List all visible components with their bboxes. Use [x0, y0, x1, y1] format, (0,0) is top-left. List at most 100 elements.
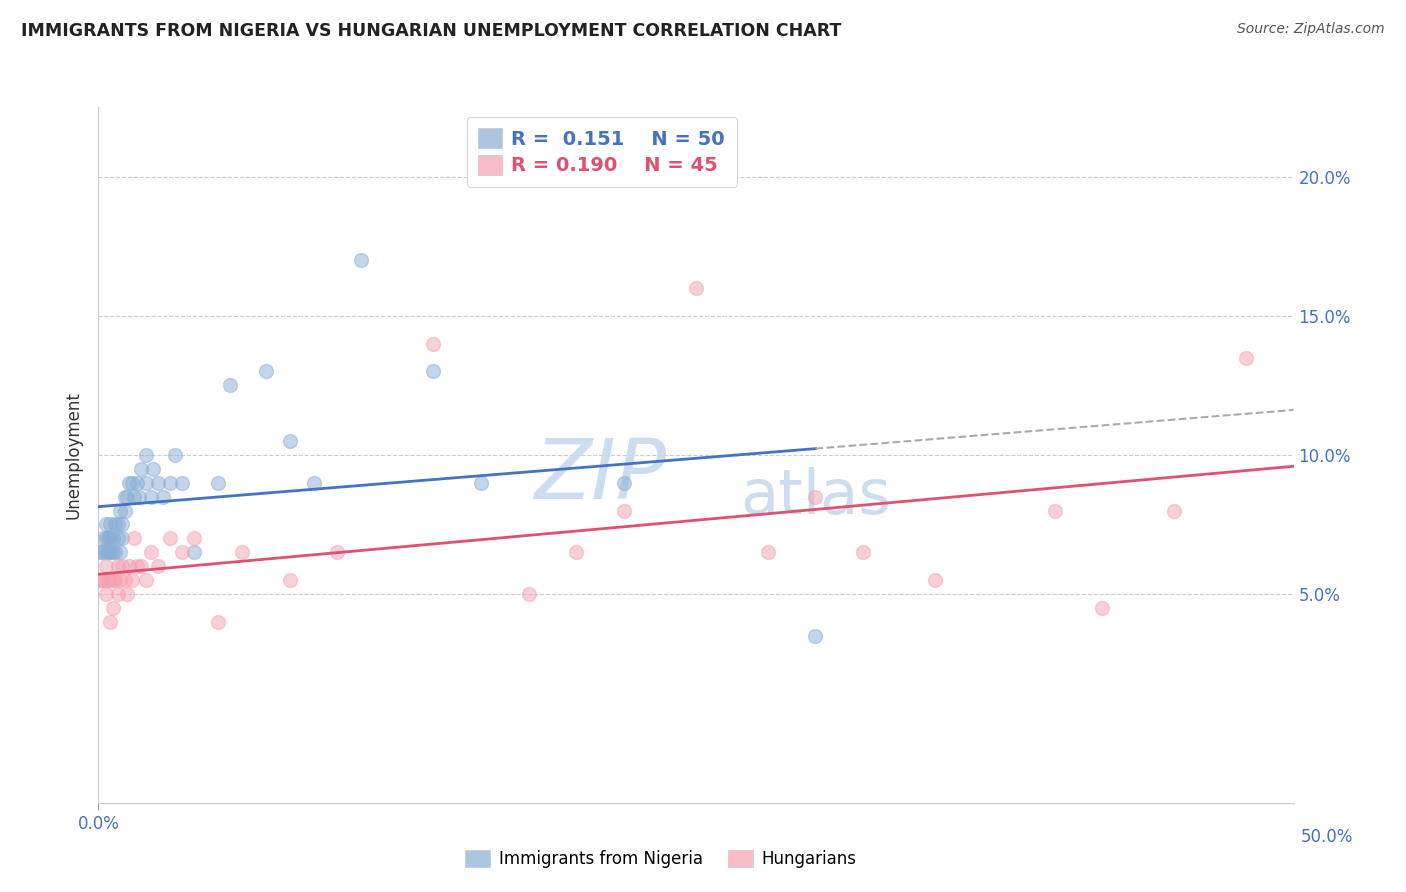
- Point: [111, 517, 134, 532]
- Point: [98, 532, 122, 546]
- Point: [124, 532, 146, 546]
- Point: [1163, 503, 1185, 517]
- Point: [125, 559, 148, 574]
- Point: [124, 490, 146, 504]
- Point: [101, 545, 124, 559]
- Point: [104, 573, 127, 587]
- Point: [470, 475, 492, 490]
- Point: [107, 559, 129, 574]
- Point: [422, 364, 444, 378]
- Point: [121, 573, 143, 587]
- Point: [107, 517, 129, 532]
- Point: [219, 378, 242, 392]
- Point: [302, 475, 325, 490]
- Point: [111, 532, 134, 546]
- Point: [128, 490, 150, 504]
- Point: [135, 475, 157, 490]
- Point: [207, 615, 229, 629]
- Point: [118, 475, 141, 490]
- Point: [107, 532, 129, 546]
- Point: [139, 545, 162, 559]
- Point: [139, 490, 162, 504]
- Point: [148, 475, 170, 490]
- Point: [91, 532, 114, 546]
- Point: [804, 629, 827, 643]
- Point: [422, 336, 444, 351]
- Point: [97, 532, 120, 546]
- Point: [326, 545, 349, 559]
- Point: [135, 573, 157, 587]
- Legend: R =  0.151    N = 50, R = 0.190    N = 45: R = 0.151 N = 50, R = 0.190 N = 45: [467, 117, 737, 187]
- Point: [108, 503, 131, 517]
- Point: [163, 448, 186, 462]
- Point: [278, 573, 301, 587]
- Point: [1043, 503, 1066, 517]
- Point: [108, 545, 131, 559]
- Point: [207, 475, 229, 490]
- Point: [231, 545, 253, 559]
- Point: [152, 490, 174, 504]
- Point: [107, 587, 129, 601]
- Point: [94, 559, 117, 574]
- Point: [254, 364, 277, 378]
- Point: [517, 587, 540, 601]
- Point: [115, 587, 138, 601]
- Point: [121, 475, 143, 490]
- Point: [90, 573, 112, 587]
- Point: [118, 559, 141, 574]
- Text: atlas: atlas: [740, 467, 891, 526]
- Point: [159, 475, 181, 490]
- Point: [90, 573, 112, 587]
- Point: [1234, 351, 1257, 365]
- Point: [924, 573, 946, 587]
- Point: [804, 490, 827, 504]
- Point: [98, 545, 122, 559]
- Point: [98, 573, 122, 587]
- Point: [131, 559, 153, 574]
- Point: [565, 545, 588, 559]
- Point: [97, 573, 120, 587]
- Text: IMMIGRANTS FROM NIGERIA VS HUNGARIAN UNEMPLOYMENT CORRELATION CHART: IMMIGRANTS FROM NIGERIA VS HUNGARIAN UNE…: [21, 22, 841, 40]
- Point: [852, 545, 875, 559]
- Point: [142, 462, 165, 476]
- Point: [1091, 601, 1114, 615]
- Point: [131, 462, 153, 476]
- Point: [97, 545, 120, 559]
- Point: [108, 573, 131, 587]
- Point: [172, 545, 194, 559]
- Point: [90, 545, 112, 559]
- Point: [613, 503, 636, 517]
- Point: [104, 545, 127, 559]
- Point: [350, 253, 373, 268]
- Text: 50.0%: 50.0%: [1301, 828, 1353, 846]
- Text: Source: ZipAtlas.com: Source: ZipAtlas.com: [1237, 22, 1385, 37]
- Point: [114, 490, 136, 504]
- Point: [114, 573, 136, 587]
- Point: [183, 532, 205, 546]
- Point: [183, 545, 205, 559]
- Point: [90, 545, 112, 559]
- Point: [98, 615, 122, 629]
- Point: [94, 532, 117, 546]
- Text: ZIP: ZIP: [534, 435, 666, 516]
- Point: [148, 559, 170, 574]
- Point: [104, 517, 127, 532]
- Y-axis label: Unemployment: Unemployment: [65, 391, 83, 519]
- Point: [94, 545, 117, 559]
- Point: [685, 281, 707, 295]
- Point: [101, 573, 124, 587]
- Point: [101, 532, 124, 546]
- Point: [135, 448, 157, 462]
- Legend: Immigrants from Nigeria, Hungarians: Immigrants from Nigeria, Hungarians: [458, 843, 863, 875]
- Point: [278, 434, 301, 448]
- Point: [756, 545, 779, 559]
- Point: [114, 503, 136, 517]
- Point: [115, 490, 138, 504]
- Point: [613, 475, 636, 490]
- Point: [94, 517, 117, 532]
- Point: [101, 601, 124, 615]
- Point: [98, 517, 122, 532]
- Point: [111, 559, 134, 574]
- Point: [91, 573, 114, 587]
- Point: [125, 475, 148, 490]
